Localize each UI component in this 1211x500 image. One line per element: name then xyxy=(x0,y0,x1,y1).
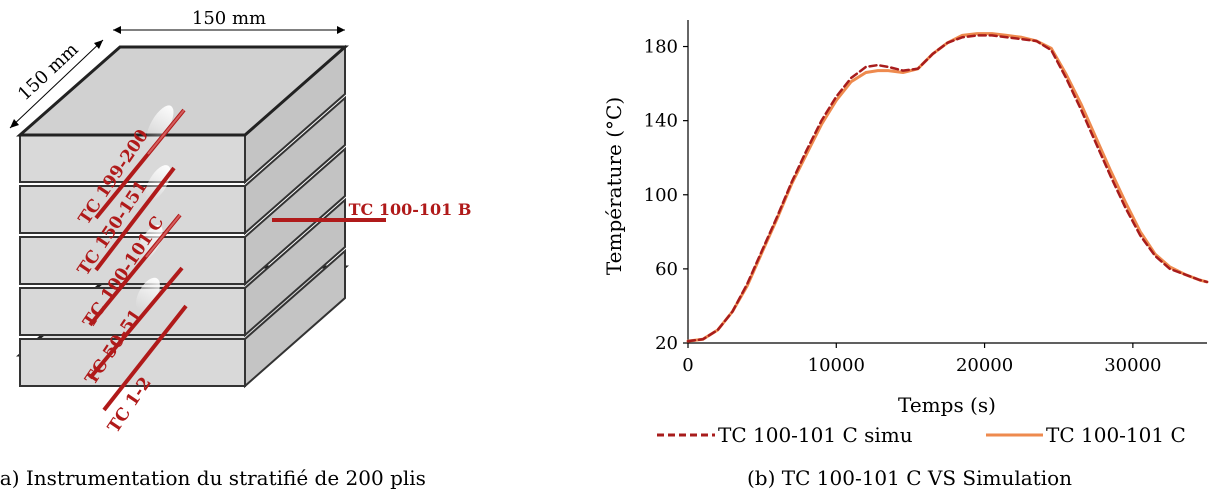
y-axis-label: Température (°C) xyxy=(602,97,626,275)
y-tick-label: 60 xyxy=(655,259,678,280)
laminate-stack-figure: 150 mm 150 mm xyxy=(9,8,472,437)
top-sheet xyxy=(16,45,349,137)
slab-4 xyxy=(19,287,246,336)
x-tick-label: 0 xyxy=(682,355,693,376)
tc-100-101-b-label: TC 100-101 B xyxy=(349,200,472,219)
slab-5 xyxy=(19,338,246,387)
y-tick-label: 20 xyxy=(655,333,678,354)
series-line-simu xyxy=(686,34,1209,343)
y-tick-label: 100 xyxy=(644,185,678,206)
y-tick-label: 140 xyxy=(644,111,678,132)
legend-label-measured: TC 100-101 C xyxy=(1046,423,1186,447)
x-tick-label: 30000 xyxy=(1104,355,1161,376)
width-dimension: 150 mm xyxy=(113,8,345,34)
y-tick-label: 180 xyxy=(644,37,678,58)
x-tick-label: 10000 xyxy=(808,355,865,376)
chart-legend: TC 100-101 C simu TC 100-101 C xyxy=(657,423,1186,447)
legend-label-simu: TC 100-101 C simu xyxy=(718,423,913,447)
chart-series xyxy=(686,32,1209,343)
chart-axes: 20 60 100 140 180 0 10000 20000 30000 xyxy=(644,20,1207,376)
laminate-plate-stack xyxy=(16,44,349,389)
series-line-measured xyxy=(686,32,1209,343)
wire-tc-1-2 xyxy=(102,304,188,412)
slab-3 xyxy=(19,236,246,285)
caption-a: (a) Instrumentation du stratifié de 200 … xyxy=(0,466,426,490)
wire-tc-50-51 xyxy=(88,266,184,380)
temperature-line-chart: 20 60 100 140 180 0 10000 20000 30000 Températur… xyxy=(602,20,1209,447)
width-dimension-label: 150 mm xyxy=(192,8,266,29)
x-axis-label: Temps (s) xyxy=(898,393,996,417)
thermocouple-wires xyxy=(88,108,386,412)
caption-b: (b) TC 100-101 C VS Simulation xyxy=(747,466,1073,490)
wire-tc-150-151 xyxy=(94,166,176,272)
slab-2 xyxy=(19,185,246,234)
x-tick-label: 20000 xyxy=(956,355,1013,376)
thermocouple-glows xyxy=(136,105,174,311)
